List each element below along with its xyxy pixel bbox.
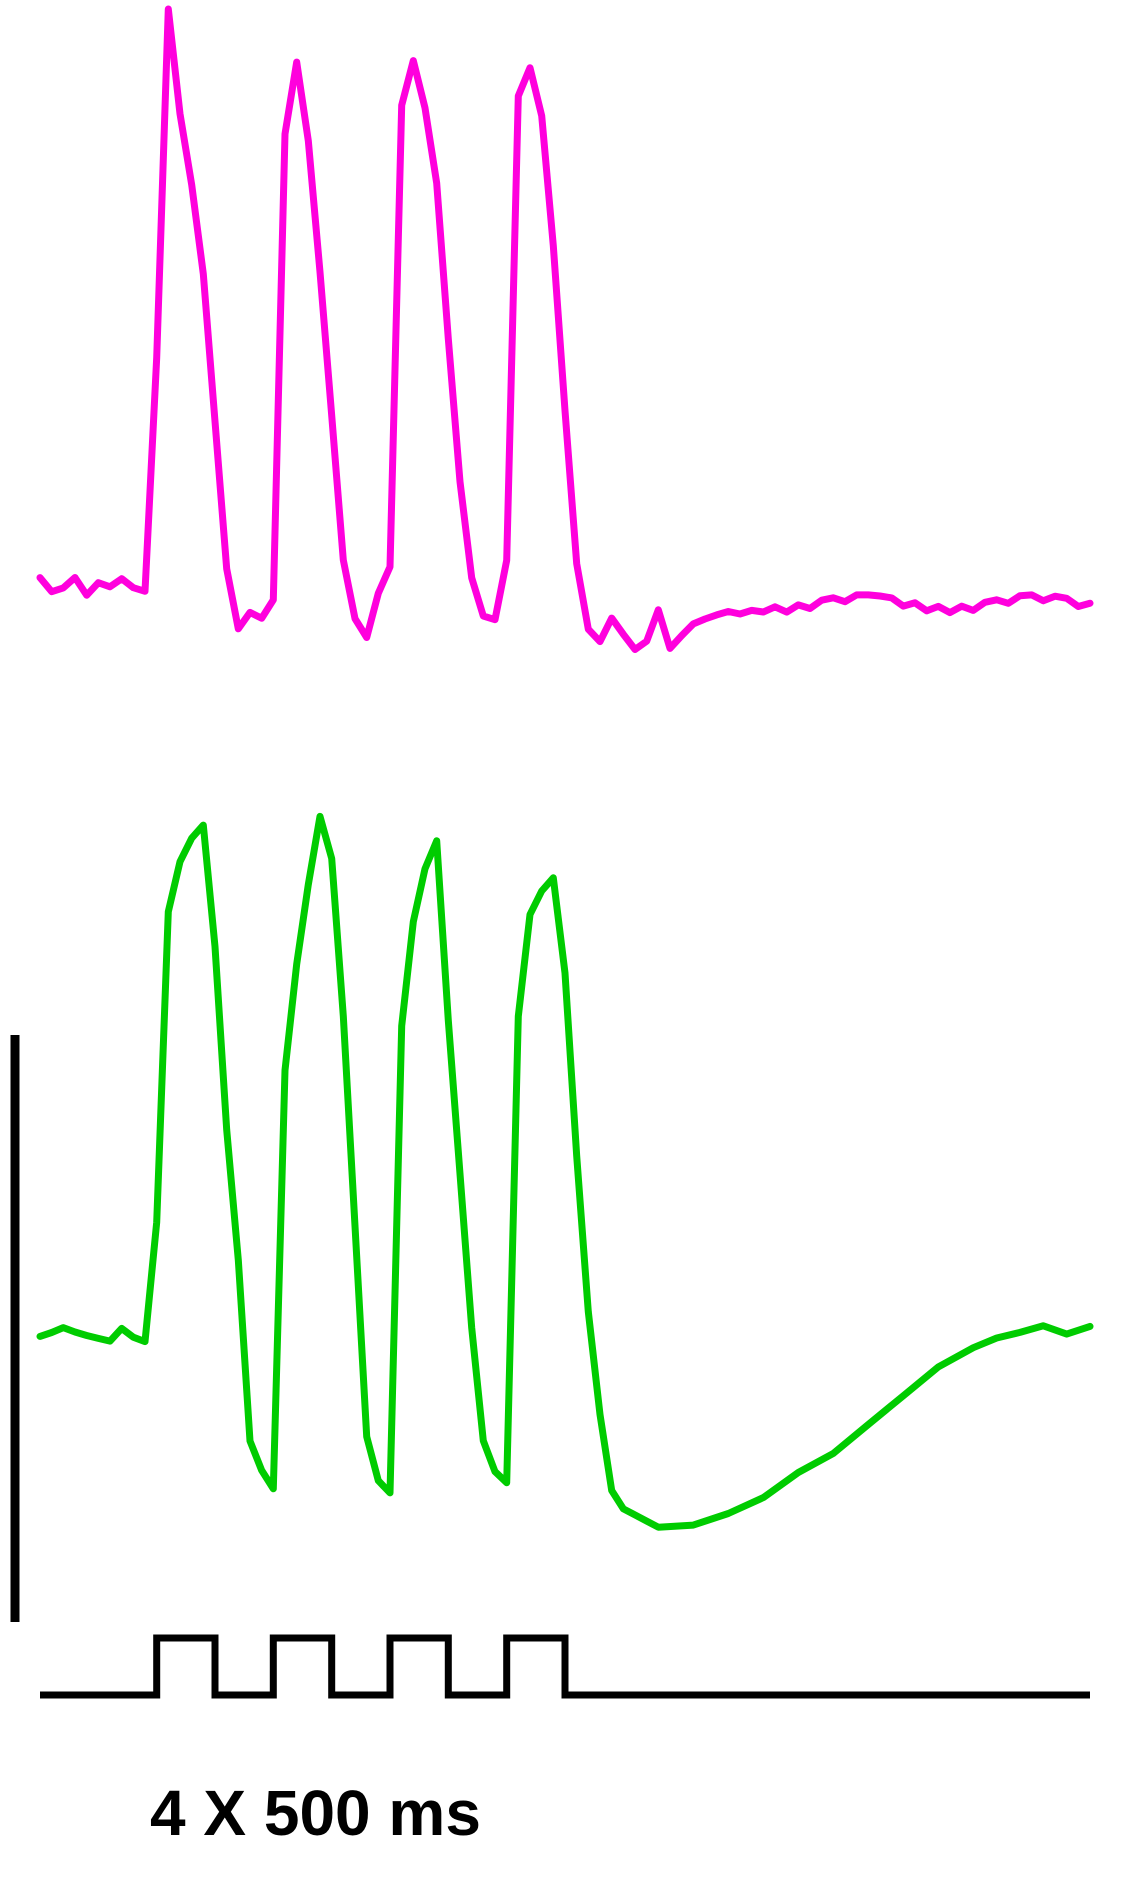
series-line-1 [36, 5, 1094, 653]
stimulus-label: 4 X 500 ms [150, 1777, 481, 1849]
stimulus-pulse-train [40, 1634, 1090, 1699]
series-layer [36, 5, 1094, 1531]
series-line-2 [36, 812, 1094, 1531]
